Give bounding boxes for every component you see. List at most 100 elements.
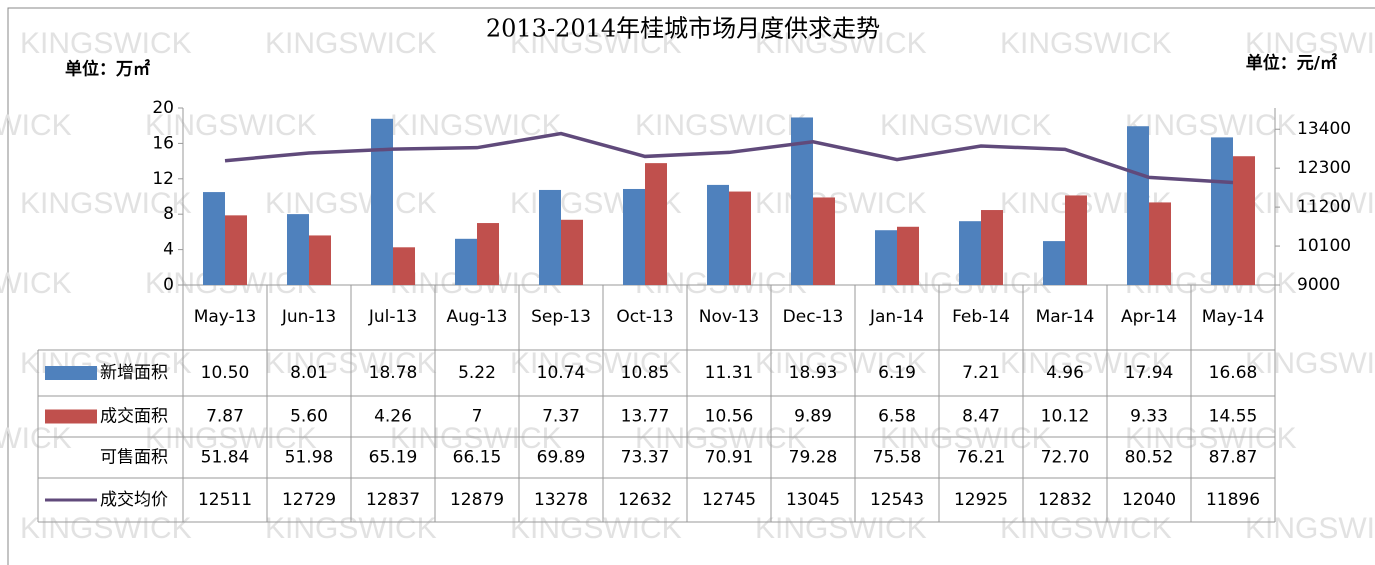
y2-tick-label: 10100 [1297,236,1351,256]
table-cell: 66.15 [453,448,502,468]
table-cell: 12745 [702,490,756,510]
bar [477,223,499,285]
x-tick-label: Jun-13 [281,307,336,327]
table-cell: 80.52 [1125,448,1174,468]
legend-label: 成交面积 [100,407,168,427]
watermark: KINGSWICK [20,512,192,545]
table-cell: 4.96 [1046,363,1084,383]
y2-tick-label: 9000 [1297,275,1340,295]
watermark: KINGSWICK [510,512,682,545]
table-cell: 76.21 [957,448,1006,468]
x-tick-label: Apr-14 [1121,307,1177,327]
bar [371,118,393,285]
bar [1065,195,1087,285]
table-cell: 13045 [786,490,840,510]
x-tick-label: May-13 [194,307,257,327]
y-tick-label: 8 [163,204,174,224]
bar [981,210,1003,285]
table-cell: 10.50 [201,363,250,383]
table-cell: 12729 [282,490,336,510]
table-cell: 51.84 [201,448,250,468]
bar [707,184,729,285]
watermark: KINGSWICK [1245,187,1375,220]
bar [455,238,477,285]
bar [729,191,751,285]
x-tick-label: Feb-14 [952,307,1010,327]
table-cell: 79.28 [789,448,838,468]
y-tick-label: 4 [163,240,174,260]
x-tick-label: Nov-13 [699,307,760,327]
watermarks: KINGSWICK KINGSWICK KINGSWICK KINGSWICK KING… [0,27,1375,545]
watermark: KINGSWICK [510,347,682,380]
legend-key [45,366,97,380]
watermark: KINGSWICK [390,109,562,142]
table-cell: 12879 [450,490,504,510]
table-cell: 9.89 [794,407,832,427]
table-cell: 10.56 [705,407,754,427]
bar [1043,241,1065,285]
table-cell: 6.58 [878,407,916,427]
watermark: KINGSWICK [145,422,317,455]
chart-frame [7,7,1375,565]
table-cell: 75.58 [873,448,922,468]
y2-tick-label: 12300 [1297,158,1351,178]
watermark: KINGSWICK [1245,512,1375,545]
watermark: KINGSWICK [635,109,807,142]
table-cell: 8.01 [290,363,328,383]
table-cell: 13.77 [621,407,670,427]
x-tick-label: May-14 [1202,307,1265,327]
watermark: KINGSWICK [20,187,192,220]
y2-tick-label: 13400 [1297,119,1351,139]
table-cell: 10.85 [621,363,670,383]
y-tick-label: 0 [163,275,174,295]
table-cell: 12837 [366,490,420,510]
watermark: KINGSWICK [510,27,682,60]
legend-label: 可售面积 [100,448,168,468]
bar [287,214,309,285]
watermark: KINGSWICK [20,27,192,60]
y-tick-label: 16 [152,133,174,153]
bar [1127,126,1149,285]
watermark: KINGSWICK [1000,347,1172,380]
line-series [224,131,1234,185]
bar [1149,202,1171,285]
table-cell: 8.47 [962,407,1000,427]
watermark: KINGSWICK [1245,27,1375,60]
table-cell: 4.26 [374,407,412,427]
bar [813,197,835,285]
legend-label: 成交均价 [100,490,168,510]
watermark: KINGSWICK [755,187,927,220]
table-cell: 9.33 [1130,407,1168,427]
bar [225,215,247,285]
table-cell: 12832 [1038,490,1092,510]
table-cell: 16.68 [1209,363,1258,383]
x-tick-label: Aug-13 [447,307,508,327]
bar [645,163,667,285]
watermark: KINGSWICK [1000,27,1172,60]
table-cell: 70.91 [705,448,754,468]
table-cell: 5.22 [458,363,496,383]
bar [875,230,897,285]
table-cell: 6.19 [878,363,916,383]
table-cell: 87.87 [1209,448,1258,468]
legend-key [45,409,97,424]
watermark: KINGSWICK [1125,109,1297,142]
table-cell: 18.93 [789,363,838,383]
table-cell: 11896 [1206,490,1260,510]
table-cell: 7.37 [542,407,580,427]
table-cell: 7 [472,407,483,427]
table-cell: 12632 [618,490,672,510]
x-tick-label: Dec-13 [783,307,844,327]
x-tick-label: Oct-13 [616,307,673,327]
bar [1233,156,1255,285]
table-cell: 7.21 [962,363,1000,383]
watermark: KINGSWICK [880,109,1052,142]
table-cell: 65.19 [369,448,418,468]
table-cell: 12543 [870,490,924,510]
legend-label: 新增面积 [100,363,168,383]
table-cell: 11.31 [705,363,754,383]
y-tick-label: 20 [152,98,174,118]
table-cell: 13278 [534,490,588,510]
table-cell: 72.70 [1041,448,1090,468]
